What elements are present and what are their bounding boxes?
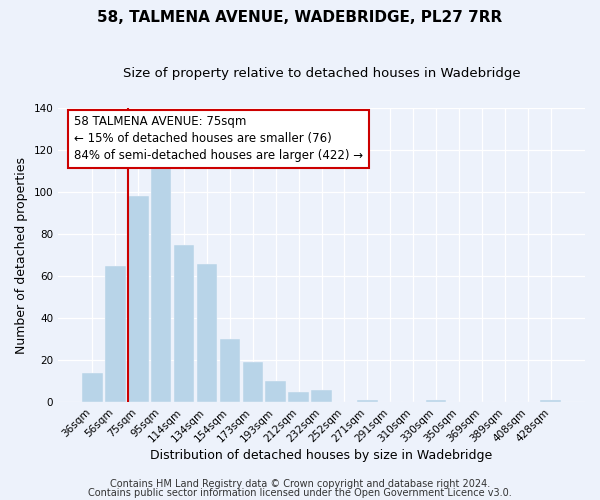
Text: Contains HM Land Registry data © Crown copyright and database right 2024.: Contains HM Land Registry data © Crown c… (110, 479, 490, 489)
Title: Size of property relative to detached houses in Wadebridge: Size of property relative to detached ho… (123, 68, 520, 80)
Bar (197, 264, 217, 402)
Bar (242, 362, 263, 402)
Text: 58, TALMENA AVENUE, WADEBRIDGE, PL27 7RR: 58, TALMENA AVENUE, WADEBRIDGE, PL27 7RR (97, 10, 503, 25)
Bar (82, 373, 103, 402)
Bar (357, 400, 378, 402)
X-axis label: Distribution of detached houses by size in Wadebridge: Distribution of detached houses by size … (151, 450, 493, 462)
Bar (541, 400, 561, 402)
Bar (105, 266, 125, 402)
Text: 58 TALMENA AVENUE: 75sqm
← 15% of detached houses are smaller (76)
84% of semi-d: 58 TALMENA AVENUE: 75sqm ← 15% of detach… (74, 116, 363, 162)
Bar (220, 339, 240, 402)
Y-axis label: Number of detached properties: Number of detached properties (15, 156, 28, 354)
Bar (151, 162, 172, 402)
Bar (289, 392, 309, 402)
Text: Contains public sector information licensed under the Open Government Licence v3: Contains public sector information licen… (88, 488, 512, 498)
Bar (174, 244, 194, 402)
Bar (311, 390, 332, 402)
Bar (265, 381, 286, 402)
Bar (426, 400, 446, 402)
Bar (128, 196, 149, 402)
